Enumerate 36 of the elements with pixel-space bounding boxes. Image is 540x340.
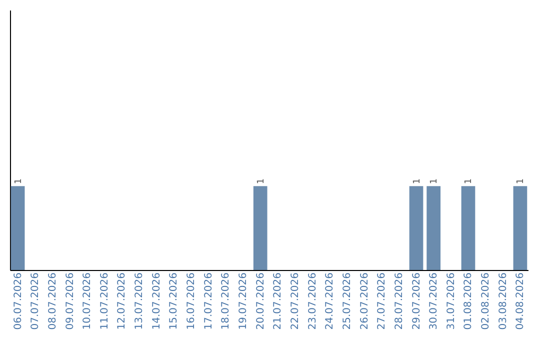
x-tick-label: 12.07.2026 (116, 272, 128, 330)
x-tick-label: 08.07.2026 (47, 272, 58, 330)
x-tick-label: 02.08.2026 (480, 272, 492, 330)
x-tick-label: 19.07.2026 (238, 272, 250, 330)
x-tick-label: 18.07.2026 (220, 272, 232, 330)
x-tick-label: 28.07.2026 (394, 272, 405, 330)
x-tick-label: 29.07.2026 (411, 272, 422, 330)
x-tick-label: 06.07.2026 (12, 272, 24, 330)
data-label: 1 (430, 178, 440, 184)
data-label: 1 (464, 178, 474, 184)
x-tick-label: 04.08.2026 (515, 272, 526, 330)
x-tick-label: 21.07.2026 (272, 272, 284, 330)
x-tick-label: 20.07.2026 (255, 272, 266, 330)
x-tick-label: 16.07.2026 (186, 272, 198, 330)
x-tick-label: 13.07.2026 (134, 272, 146, 330)
x-tick-label: 24.07.2026 (324, 272, 336, 330)
x-tick-label: 10.07.2026 (82, 272, 94, 330)
x-tick-label: 15.07.2026 (168, 272, 180, 330)
data-label: 1 (14, 178, 24, 184)
x-tick-label: 23.07.2026 (307, 272, 318, 330)
data-label: 1 (256, 178, 266, 184)
x-tick-label: 25.07.2026 (342, 272, 353, 330)
data-label: 1 (516, 178, 526, 184)
x-tick-label: 03.08.2026 (498, 272, 509, 330)
x-tick-label: 07.07.2026 (30, 272, 42, 330)
x-tick-label: 01.08.2026 (463, 272, 474, 330)
x-tick-label: 17.07.2026 (203, 272, 214, 330)
x-tick-label: 11.07.2026 (99, 272, 110, 330)
x-tick-label: 27.07.2026 (376, 272, 388, 330)
x-tick-label: 30.07.2026 (428, 272, 440, 330)
x-tick-label: 26.07.2026 (359, 272, 370, 330)
x-tick-label: 31.07.2026 (446, 272, 457, 330)
data-label: 1 (412, 178, 422, 184)
x-tick-label: 09.07.2026 (64, 272, 76, 330)
x-tick-label: 14.07.2026 (151, 272, 162, 330)
x-tick-label: 22.07.2026 (290, 272, 301, 330)
